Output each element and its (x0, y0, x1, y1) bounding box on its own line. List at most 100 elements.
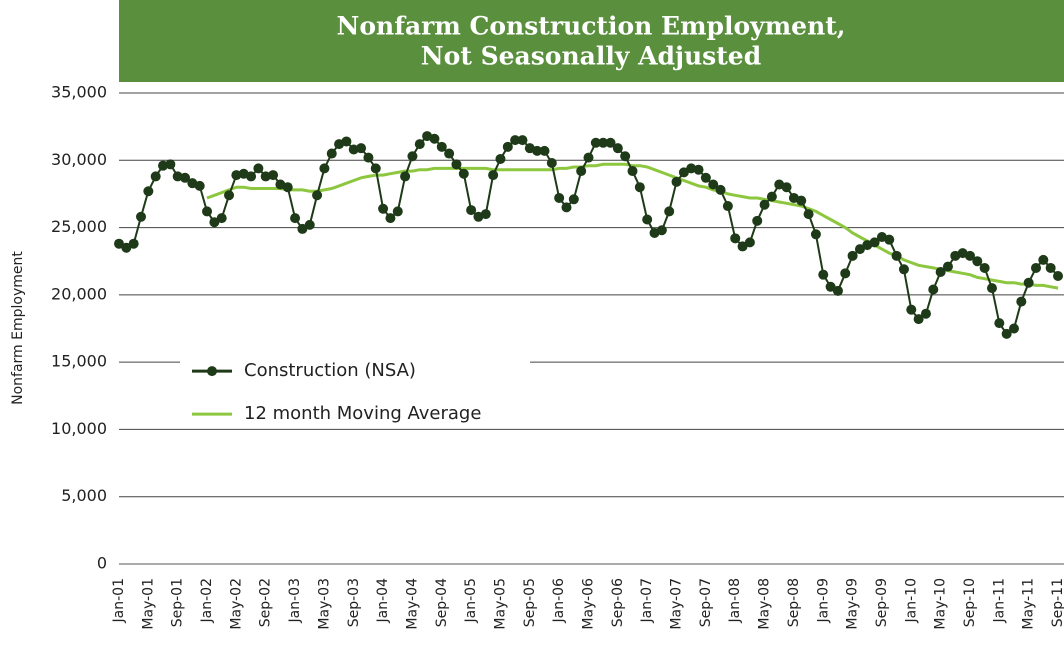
data-point (1023, 277, 1034, 288)
x-tick-label: May-02 (228, 578, 244, 630)
y-axis-label: Nonfarm Employment (10, 251, 26, 405)
x-tick-label: Sep-10 (962, 578, 978, 627)
data-point (297, 223, 308, 234)
data-point (781, 182, 792, 193)
x-tick-label: May-03 (316, 578, 332, 630)
data-point (517, 135, 528, 146)
x-tick-label: Jan-03 (287, 578, 303, 623)
data-point (488, 170, 499, 181)
data-point (942, 261, 953, 272)
data-point (656, 225, 667, 236)
data-point (759, 199, 770, 210)
x-tick-label: Sep-01 (170, 578, 186, 627)
x-tick-label: May-08 (757, 578, 773, 630)
data-point (216, 213, 227, 224)
data-point (972, 256, 983, 267)
data-point (143, 186, 154, 197)
data-point (715, 184, 726, 195)
data-point (1038, 254, 1049, 265)
legend-label: 12 month Moving Average (244, 403, 481, 424)
data-point (634, 182, 645, 193)
x-tick-label: May-10 (933, 578, 949, 630)
data-point (436, 141, 447, 152)
data-point (392, 206, 403, 217)
y-tick-label: 20,000 (51, 284, 107, 303)
chart-title: Not Seasonally Adjusted (421, 42, 761, 71)
x-tick-label: Jan-10 (903, 578, 919, 623)
x-tick-label: May-11 (1021, 578, 1037, 630)
data-point (451, 159, 462, 170)
data-point (620, 151, 631, 162)
y-tick-label: 0 (97, 554, 107, 573)
data-point (913, 314, 924, 325)
data-point (722, 201, 733, 212)
data-point (246, 171, 257, 182)
x-tick-label: Sep-11 (1050, 578, 1064, 627)
data-point (847, 250, 858, 261)
data-point (825, 281, 836, 292)
y-tick-label: 10,000 (51, 419, 107, 438)
legend-marker (207, 366, 217, 377)
data-point (114, 238, 124, 249)
x-tick-label: Jan-09 (815, 578, 831, 623)
data-point (642, 214, 653, 225)
data-point (407, 151, 418, 162)
x-tick-label: Jan-05 (463, 578, 479, 623)
data-point (136, 211, 147, 222)
data-point (730, 233, 741, 244)
x-tick-label: Sep-02 (258, 578, 274, 627)
data-point (202, 206, 213, 217)
data-point (700, 172, 711, 183)
data-point (253, 163, 264, 174)
data-point (590, 137, 601, 148)
data-point (290, 213, 301, 224)
x-tick-label: Sep-05 (522, 578, 538, 627)
data-point (766, 191, 777, 202)
data-point (304, 219, 315, 230)
data-point (121, 242, 132, 253)
legend-background (180, 338, 530, 425)
x-tick-label: May-09 (845, 578, 861, 630)
data-point (737, 241, 748, 252)
data-point (546, 157, 557, 168)
x-tick-label: Jan-08 (727, 578, 743, 623)
data-point (818, 269, 829, 280)
data-point (378, 203, 389, 214)
data-point (796, 195, 807, 206)
data-point (1030, 262, 1041, 273)
data-point (209, 217, 220, 228)
title-banner (119, 0, 1064, 82)
data-point (744, 237, 755, 248)
data-point (429, 133, 440, 144)
legend-label: Construction (NSA) (244, 360, 416, 381)
data-point (832, 285, 843, 296)
data-point (605, 137, 616, 148)
data-point (1045, 262, 1056, 273)
data-point (224, 190, 235, 201)
data-point (627, 166, 638, 177)
chart-title: Nonfarm Construction Employment, (337, 12, 846, 41)
data-point (444, 148, 455, 159)
data-point (414, 139, 425, 150)
data-point (906, 304, 917, 315)
data-point (370, 163, 381, 174)
x-tick-label: May-06 (581, 578, 597, 630)
data-point (502, 141, 513, 152)
y-tick-label: 5,000 (61, 486, 107, 505)
x-tick-label: Jan-11 (991, 578, 1007, 623)
data-point (1016, 296, 1027, 307)
data-point (356, 143, 367, 154)
x-tick-label: Sep-04 (434, 578, 450, 627)
data-point (561, 202, 572, 213)
data-point (466, 205, 477, 216)
data-point (150, 171, 161, 182)
data-point (312, 190, 323, 201)
data-point (400, 171, 411, 182)
data-point (539, 145, 550, 156)
data-point (986, 283, 997, 294)
data-point (180, 172, 191, 183)
data-point (128, 238, 139, 249)
series-line (206, 162, 1059, 290)
x-tick-label: May-05 (492, 578, 508, 630)
data-point (994, 318, 1005, 329)
